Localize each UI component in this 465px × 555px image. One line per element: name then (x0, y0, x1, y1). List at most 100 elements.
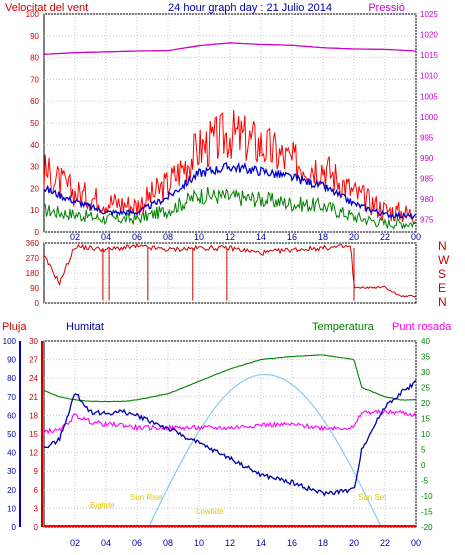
time-tick: 18 (318, 232, 328, 242)
temperature-tick: 25 (421, 384, 430, 393)
time-tick: 12 (225, 538, 235, 548)
rain-tick: 15 (29, 430, 38, 439)
pressure-tick: 1010 (420, 72, 438, 81)
time-tick: 12 (225, 232, 235, 242)
wind-speed-tick: 10 (30, 206, 39, 215)
temperature-tick: -15 (421, 508, 433, 517)
humidity-time-axis: 02 04 06 08 10 12 14 16 18 20 22 00 (70, 538, 421, 548)
time-tick: 06 (132, 232, 142, 242)
rain-tick: 27 (29, 356, 38, 365)
compass-letter: S (438, 267, 446, 281)
pressure-tick: 1015 (420, 51, 438, 60)
humidity-temp-series (43, 354, 417, 528)
dewpoint-label: Punt rosada (392, 321, 452, 333)
wind-speed-tick: 20 (30, 184, 39, 193)
rain-tick: 18 (29, 411, 38, 420)
pressure-tick: 975 (420, 216, 434, 225)
temperature-tick: -10 (421, 492, 433, 501)
compass-letter: E (438, 281, 446, 295)
wind-speed-tick: 80 (30, 54, 39, 63)
temperature-tick: -5 (421, 477, 429, 486)
time-tick: 08 (163, 232, 173, 242)
time-tick: 10 (194, 538, 204, 548)
rain-label: Pluja (2, 321, 27, 333)
wind-avg-line (43, 161, 417, 221)
wind-speed-tick: 90 (30, 32, 39, 41)
pressure-tick: 1025 (420, 10, 438, 19)
compass-letter: N (438, 295, 447, 309)
temperature-tick: 30 (421, 368, 430, 377)
pressure-tick: 995 (420, 133, 434, 142)
pressure-tick: 980 (420, 195, 434, 204)
wind-speed-tick: 40 (30, 141, 39, 150)
high-tide-label: Bigtide (90, 501, 115, 510)
humidity-axis-bar (19, 341, 21, 527)
wind-speed-label: Velocitat del vent (5, 2, 88, 14)
pressure-label: Pressió (368, 2, 405, 14)
direction-tick: 270 (26, 254, 40, 263)
wind-series (43, 42, 417, 230)
humidity-tick: 30 (7, 467, 16, 476)
dewpoint-line (43, 408, 417, 435)
time-tick: 04 (101, 232, 111, 242)
wind-low-line (43, 186, 417, 230)
time-tick: 10 (194, 232, 204, 242)
rain-tick: 0 (34, 523, 39, 532)
temperature-tick: 5 (421, 446, 426, 455)
wind-speed-tick: 30 (30, 163, 39, 172)
wind-speed-tick: 60 (30, 97, 39, 106)
compass-letter: W (438, 253, 450, 267)
wind-gust-line (43, 109, 417, 225)
humidity-tick: 70 (7, 393, 16, 402)
direction-tick: 180 (26, 269, 40, 278)
pressure-axis: 975 980 985 990 995 1000 1005 1010 1015 1020 1025 (420, 10, 438, 225)
temperature-label: Temperatura (312, 321, 375, 333)
wind-speed-tick: 50 (30, 119, 39, 128)
direction-tick: 90 (30, 284, 39, 293)
humidity-axis: 0 10 20 30 40 50 60 70 80 90 100 (3, 337, 17, 532)
direction-series (43, 242, 417, 301)
humidity-tick: 100 (3, 337, 17, 346)
time-tick: 16 (287, 538, 297, 548)
sunset-label: Sun Set (358, 493, 387, 502)
rain-tick: 6 (34, 486, 39, 495)
pressure-tick: 985 (420, 175, 434, 184)
wind-speed-tick: 70 (30, 75, 39, 84)
pressure-tick: 990 (420, 154, 434, 163)
time-tick: 08 (163, 538, 173, 548)
direction-tick: 360 (26, 239, 40, 248)
time-tick: 00 (411, 232, 421, 242)
wind-speed-tick: 0 (35, 228, 40, 237)
temperature-axis: -20 -15 -10 -5 0 5 10 15 20 25 30 35 40 (421, 337, 433, 532)
humidity-tick: 50 (7, 430, 16, 439)
direction-axis: 0 90 180 270 360 (26, 239, 40, 308)
rain-axis: 0 3 6 9 12 15 18 21 24 27 30 (29, 337, 38, 532)
low-tide-label: Lowtide (196, 507, 224, 516)
temperature-tick: 40 (421, 337, 430, 346)
humidity-tick: 10 (7, 504, 16, 513)
rain-tick: 3 (34, 504, 39, 513)
pressure-tick: 1000 (420, 113, 438, 122)
humidity-line (43, 379, 417, 497)
time-tick: 16 (287, 232, 297, 242)
time-tick: 20 (349, 538, 359, 548)
humidity-tick: 20 (7, 486, 16, 495)
rain-tick: 30 (29, 337, 38, 346)
time-tick: 14 (256, 538, 266, 548)
temperature-tick: 0 (421, 461, 426, 470)
temperature-tick: 10 (421, 430, 430, 439)
rain-tick: 24 (29, 374, 38, 383)
humidity-tick: 90 (7, 356, 16, 365)
temperature-line (43, 354, 417, 403)
rain-tick: 9 (34, 467, 39, 476)
humidity-tick: 60 (7, 411, 16, 420)
pressure-tick: 1020 (420, 31, 438, 40)
rain-axis-bar (41, 341, 43, 527)
time-tick: 02 (70, 538, 80, 548)
wind-speed-tick: 100 (26, 10, 40, 19)
